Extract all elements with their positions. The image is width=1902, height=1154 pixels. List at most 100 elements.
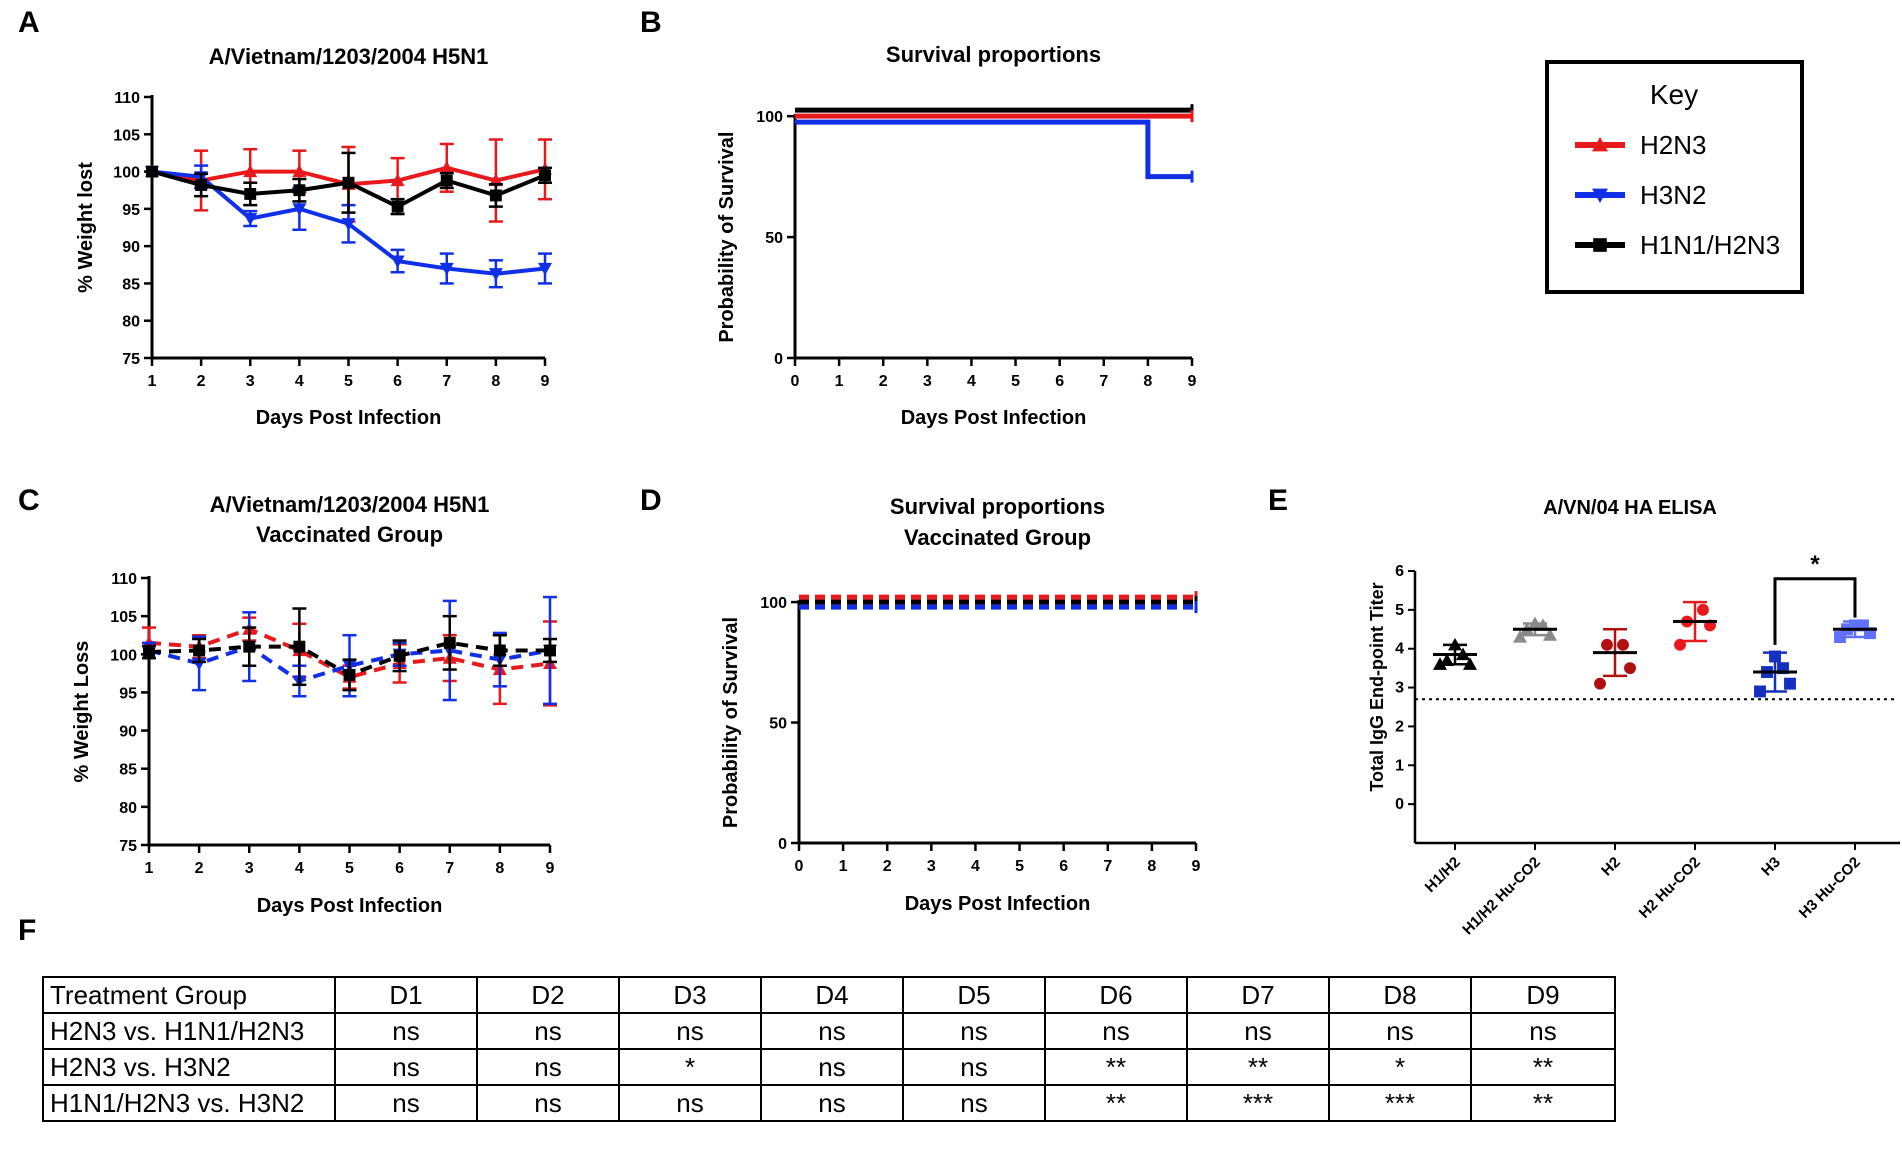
table-cell: D9: [1470, 976, 1616, 1014]
table-cell: ns: [760, 1084, 904, 1122]
y-tick-label: 0: [778, 836, 787, 853]
x-tick-label: 9: [546, 860, 555, 877]
data-point: [244, 187, 257, 200]
group-h1-h2: [1433, 637, 1477, 670]
y-tick-label: 3: [1395, 680, 1404, 697]
table-cell: D5: [902, 976, 1046, 1014]
series-line: [148, 644, 551, 684]
chart-subtitle: Vaccinated Group: [256, 522, 443, 547]
y-tick-label: 80: [122, 314, 140, 331]
data-point: [493, 644, 506, 657]
x-tick-label: 8: [1147, 858, 1156, 875]
table-cell: ns: [618, 1012, 762, 1050]
data-point: [1849, 619, 1861, 632]
chart-title: Survival proportions: [890, 494, 1105, 519]
legend-marker: [1592, 137, 1608, 152]
table-cell: **: [1044, 1084, 1188, 1122]
data-point: [489, 189, 502, 202]
x-tick-label: 1: [835, 373, 844, 390]
x-tick-label: 5: [345, 860, 354, 877]
table-cell: **: [1470, 1048, 1616, 1086]
x-tick-label: 6: [1055, 373, 1064, 390]
y-axis-label: Probability of Survival: [716, 132, 738, 343]
chart-weight-loss-vaccinated: 75 80 85 90 95 100 105 110 1 2 3 4 5 6 7 8 9 A/Vietnam/12…: [71, 492, 557, 917]
data-point: [439, 262, 454, 276]
data-point: [292, 164, 307, 178]
x-tick-label: 2: [883, 858, 892, 875]
data-point: [1448, 637, 1462, 651]
x-tick-label: 5: [1011, 373, 1020, 390]
panel-letter-d: D: [640, 484, 662, 517]
x-tick-label: 0: [795, 858, 804, 875]
data-point: [1440, 653, 1454, 666]
chart-subtitle: Vaccinated Group: [904, 525, 1091, 550]
table-cell: ns: [476, 1012, 620, 1050]
data-point: [390, 255, 405, 269]
y-tick-label: 90: [119, 724, 137, 741]
data-point: [1674, 638, 1686, 651]
data-point: [390, 173, 405, 187]
data-point: [243, 164, 258, 178]
series-h3n2: [145, 164, 552, 289]
data-point: [343, 668, 356, 681]
table-cell: D1: [334, 976, 478, 1014]
x-axis-label: Days Post Infection: [905, 893, 1091, 915]
data-point: [1601, 638, 1613, 651]
chart-title: A/VN/04 HA ELISA: [1543, 497, 1717, 519]
y-tick-label: 4: [1395, 641, 1404, 658]
chart-title: A/Vietnam/1203/2004 H5N1: [210, 492, 490, 517]
table-cell: D4: [760, 976, 904, 1014]
x-tick-label: 4: [967, 373, 976, 390]
data-point: [393, 649, 406, 662]
legend-label: H2N3: [1640, 130, 1706, 160]
panel-letter-b: B: [640, 6, 662, 39]
table-row: H2N3 vs. H1N1/H2N3 ns ns ns ns ns ns ns ns ns: [42, 1012, 1616, 1050]
x-tick-label: 2: [197, 373, 206, 390]
row-label-cell: H2N3 vs. H1N1/H2N3: [42, 1012, 336, 1050]
legend: Key H2N3 H3N2 H1N1/H2N3: [1545, 60, 1804, 294]
data-point: [342, 176, 355, 189]
data-point: [292, 203, 307, 216]
y-axis-label: % Weight lost: [75, 162, 97, 293]
x-tick-label: 8: [491, 373, 500, 390]
table-row: Treatment Group D1 D2 D3 D4 D5 D6 D7 D8 D9: [42, 976, 1616, 1014]
group-h3-hu-co2: [1833, 619, 1877, 644]
legend-entry: H2N3: [1575, 130, 1706, 160]
stats-table: Treatment Group D1 D2 D3 D4 D5 D6 D7 D8 D9 H2N3 vs…: [42, 976, 1616, 1122]
data-point: [1617, 638, 1629, 651]
data-point: [1784, 677, 1796, 690]
y-tick-label: 5: [1395, 602, 1404, 619]
chart-weight-lost: 75 80 85 90 95 100 105 110 1 2 3 4 5 6 7 8 9 A/Vietnam/12…: [75, 44, 552, 429]
x-tick-label: 1: [148, 373, 157, 390]
data-point: [1543, 628, 1557, 641]
x-tick-label: 4: [295, 373, 304, 390]
series-h1n1-h2n3: [142, 607, 557, 692]
legend-label: H3N2: [1640, 180, 1706, 210]
x-tick-label: H3: [1758, 854, 1784, 880]
survival-h3n2: [795, 119, 1192, 180]
y-tick-label: 100: [756, 109, 783, 126]
x-tick-label: 6: [395, 860, 404, 877]
table-cell: ns: [760, 1012, 904, 1050]
y-tick-label: 100: [760, 595, 787, 612]
y-tick-label: 50: [769, 716, 787, 733]
x-tick-label: 2: [879, 373, 888, 390]
data-point: [1857, 619, 1869, 632]
x-tick-label: 9: [541, 373, 550, 390]
table-cell: ns: [334, 1048, 478, 1086]
table-cell: ***: [1328, 1084, 1472, 1122]
y-tick-label: 85: [122, 276, 140, 293]
x-tick-label: H1/H2: [1422, 854, 1464, 896]
x-tick-label: 7: [1099, 373, 1108, 390]
x-tick-label: 3: [927, 858, 936, 875]
y-tick-label: 75: [122, 351, 140, 368]
x-tick-label: 6: [1059, 858, 1068, 875]
x-tick-label: H2: [1598, 854, 1624, 880]
data-point: [1624, 662, 1636, 675]
table-cell: ns: [1186, 1012, 1330, 1050]
row-label-cell: H1N1/H2N3 vs. H3N2: [42, 1084, 336, 1122]
x-tick-label: 4: [295, 860, 304, 877]
x-tick-label: 1: [145, 860, 154, 877]
data-point: [143, 646, 155, 658]
